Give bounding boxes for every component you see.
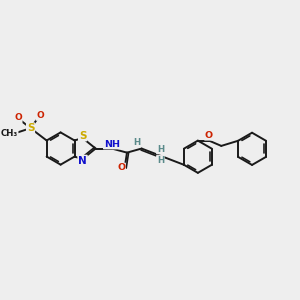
- Text: O: O: [205, 131, 213, 140]
- Text: O: O: [117, 164, 125, 172]
- Text: S: S: [79, 130, 86, 141]
- Text: H: H: [157, 145, 164, 154]
- Text: O: O: [36, 111, 44, 120]
- Text: O: O: [14, 113, 22, 122]
- Text: H: H: [134, 138, 141, 147]
- Text: CH₃: CH₃: [1, 129, 18, 138]
- Text: NH: NH: [104, 140, 120, 148]
- Text: H: H: [157, 156, 164, 165]
- Text: S: S: [27, 123, 34, 133]
- Text: N: N: [78, 155, 87, 166]
